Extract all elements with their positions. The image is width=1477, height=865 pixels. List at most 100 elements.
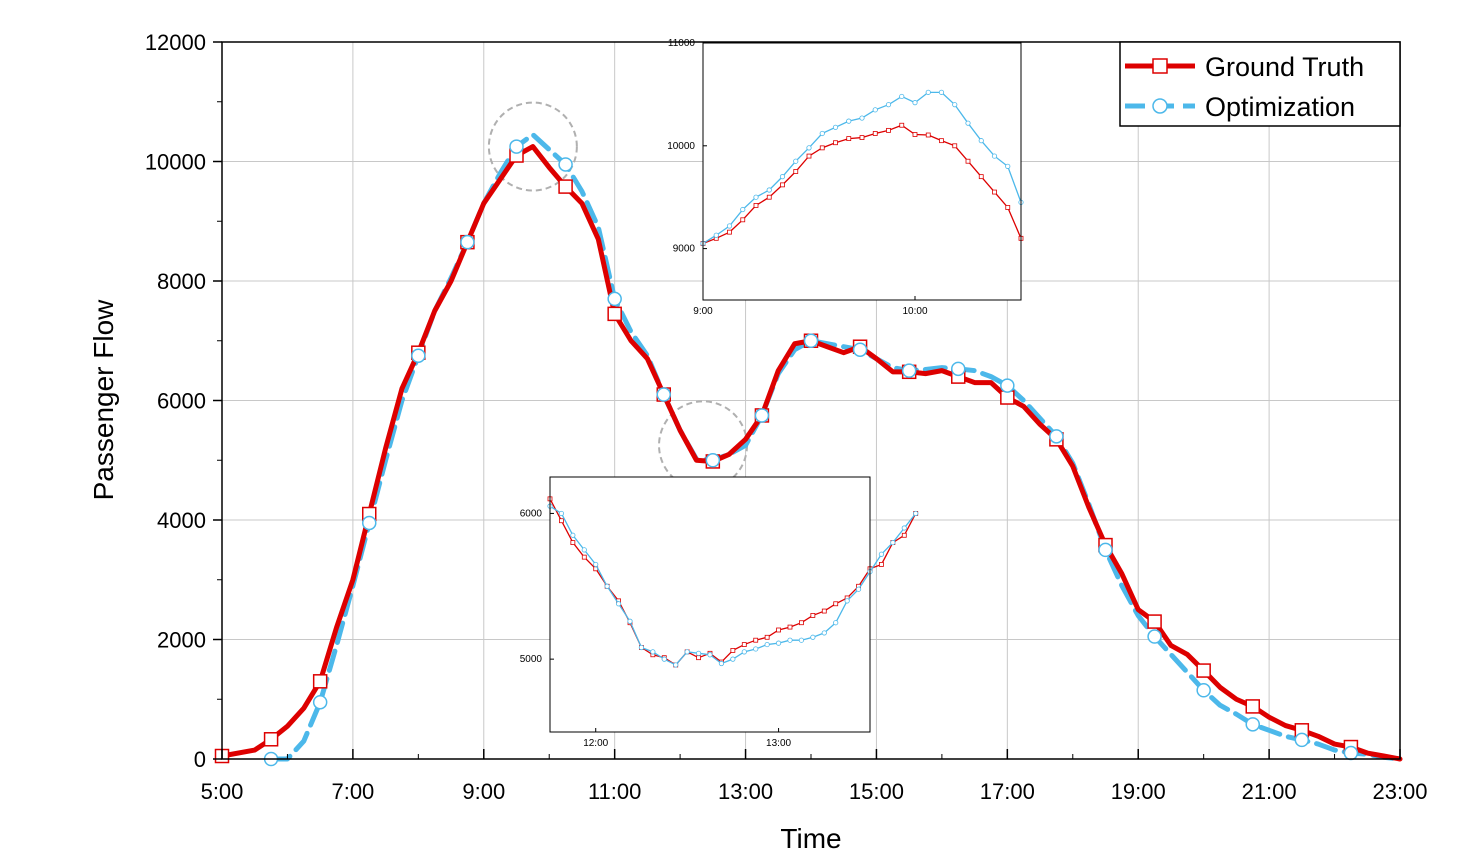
data-point-optimization [1147, 629, 1162, 644]
inset-data-point-optimization [859, 115, 865, 121]
data-point-ground-truth [312, 674, 328, 689]
x-tick-label: 7:00 [331, 779, 374, 804]
inset-data-point-optimization [661, 656, 667, 662]
data-point-optimization [951, 361, 966, 377]
inset-data-point-optimization [855, 586, 862, 592]
inset-data-point-ground-truth [766, 194, 772, 200]
inset-data-point-ground-truth [570, 540, 576, 545]
y-tick-label: 2000 [157, 628, 206, 653]
inset-y-tick-label: 9000 [673, 244, 696, 255]
inset-peak: 9:00 10:00 9000 10000 11000 [667, 38, 1024, 317]
inset-data-point-optimization [846, 118, 852, 124]
data-point-ground-truth [1196, 663, 1211, 678]
inset-data-point-ground-truth [1005, 205, 1011, 210]
inset-data-point-ground-truth [776, 627, 781, 633]
inset-x-tick-label: 12:00 [583, 738, 608, 749]
inset-data-point-ground-truth [696, 655, 701, 661]
inset-data-point-optimization [925, 89, 931, 95]
data-point-ground-truth [1147, 614, 1162, 629]
y-tick-label: 0 [194, 747, 206, 772]
inset-data-point-ground-truth [741, 642, 747, 647]
inset-data-point-ground-truth [833, 140, 838, 146]
data-point-optimization [1000, 378, 1015, 393]
data-point-ground-truth [1000, 390, 1015, 405]
inset-data-point-optimization [890, 539, 896, 546]
inset-data-point-ground-truth [879, 562, 884, 567]
inset-trough: 12:00 13:00 5000 6000 [520, 476, 919, 749]
inset-data-point-ground-truth [846, 136, 852, 142]
inset-data-point-optimization [638, 644, 645, 651]
inset-data-point-optimization [673, 662, 679, 668]
inset-data-point-optimization [695, 650, 702, 656]
data-point-optimization [558, 157, 573, 172]
x-tick-label: 5:00 [201, 779, 244, 804]
inset-data-point-optimization [912, 100, 918, 106]
x-tick-label: 21:00 [1242, 779, 1297, 804]
inset-data-point-ground-truth [859, 135, 865, 140]
y-tick-label: 10000 [145, 150, 206, 175]
x-tick-label: 19:00 [1111, 779, 1166, 804]
inset-data-point-optimization [878, 551, 885, 557]
x-tick-label: 15:00 [849, 779, 904, 804]
inset-data-point-optimization [570, 532, 576, 538]
inset-data-point-ground-truth [939, 138, 944, 144]
axis-ticks: 5:00 7:00 9:00 11:00 13:00 15:00 17:00 19:00 21:… [145, 30, 1428, 804]
inset-background [703, 43, 1021, 300]
inset-data-point-optimization [938, 89, 945, 95]
series-layer [214, 132, 1403, 767]
inset-x-tick-label: 10:00 [902, 306, 927, 317]
inset-data-point-optimization [718, 660, 725, 667]
inset-data-point-optimization [787, 637, 793, 643]
inset-data-point-optimization [978, 138, 984, 144]
data-point-optimization [1196, 683, 1211, 698]
inset-data-point-optimization [615, 601, 622, 607]
inset-data-point-ground-truth [819, 145, 825, 151]
inset-data-point-optimization [1005, 163, 1011, 169]
inset-data-point-ground-truth [810, 613, 816, 618]
inset-x-tick-label: 13:00 [766, 738, 791, 749]
inset-data-point-ground-truth [872, 131, 878, 136]
inset-data-point-ground-truth [992, 189, 997, 195]
inset-frame [549, 476, 871, 733]
data-point-optimization [803, 333, 819, 348]
inset-data-point-optimization [832, 124, 839, 130]
data-point-optimization [460, 234, 475, 250]
data-point-optimization [1294, 732, 1310, 748]
inset-data-point-optimization [810, 634, 816, 640]
inset-data-point-ground-truth [727, 229, 732, 235]
x-tick-label: 9:00 [462, 779, 505, 804]
inset-data-point-optimization [766, 187, 772, 193]
inset-data-point-optimization [833, 620, 839, 626]
inset-data-point-optimization [821, 630, 827, 636]
inset-data-point-ground-truth [753, 637, 759, 643]
inset-data-point-optimization [741, 649, 747, 655]
inset-y-tick-label: 6000 [520, 508, 543, 519]
data-point-optimization [754, 408, 770, 423]
inset-data-point-optimization [806, 145, 812, 151]
inset-data-point-ground-truth [787, 624, 793, 630]
data-point-optimization [1245, 717, 1260, 732]
inset-data-point-ground-truth [901, 532, 907, 538]
inset-data-point-optimization [730, 656, 736, 662]
inset-data-point-optimization [901, 525, 907, 531]
inset-data-point-ground-truth [764, 634, 770, 640]
x-tick-label: 13:00 [718, 779, 773, 804]
legend-box [1119, 41, 1401, 127]
data-point-ground-truth [607, 306, 622, 322]
data-point-optimization [1343, 745, 1359, 761]
inset-frame [702, 42, 1022, 301]
y-axis-title: Passenger Flow [88, 299, 119, 501]
y-tick-label: 12000 [145, 30, 206, 55]
inset-data-point-optimization [684, 649, 690, 655]
inset-data-point-optimization [650, 649, 656, 655]
legend-marker-ground-truth [1152, 58, 1168, 74]
inset-data-point-ground-truth [793, 169, 799, 174]
y-tick-label: 6000 [157, 389, 206, 414]
data-point-optimization [362, 515, 377, 531]
inset-data-point-optimization [764, 641, 770, 648]
inset-data-point-ground-truth [753, 203, 759, 208]
inset-data-point-ground-truth [899, 122, 905, 128]
inset-data-point-optimization [581, 547, 587, 553]
inset-data-point-ground-truth [833, 601, 839, 607]
inset-data-point-ground-truth [559, 518, 564, 524]
